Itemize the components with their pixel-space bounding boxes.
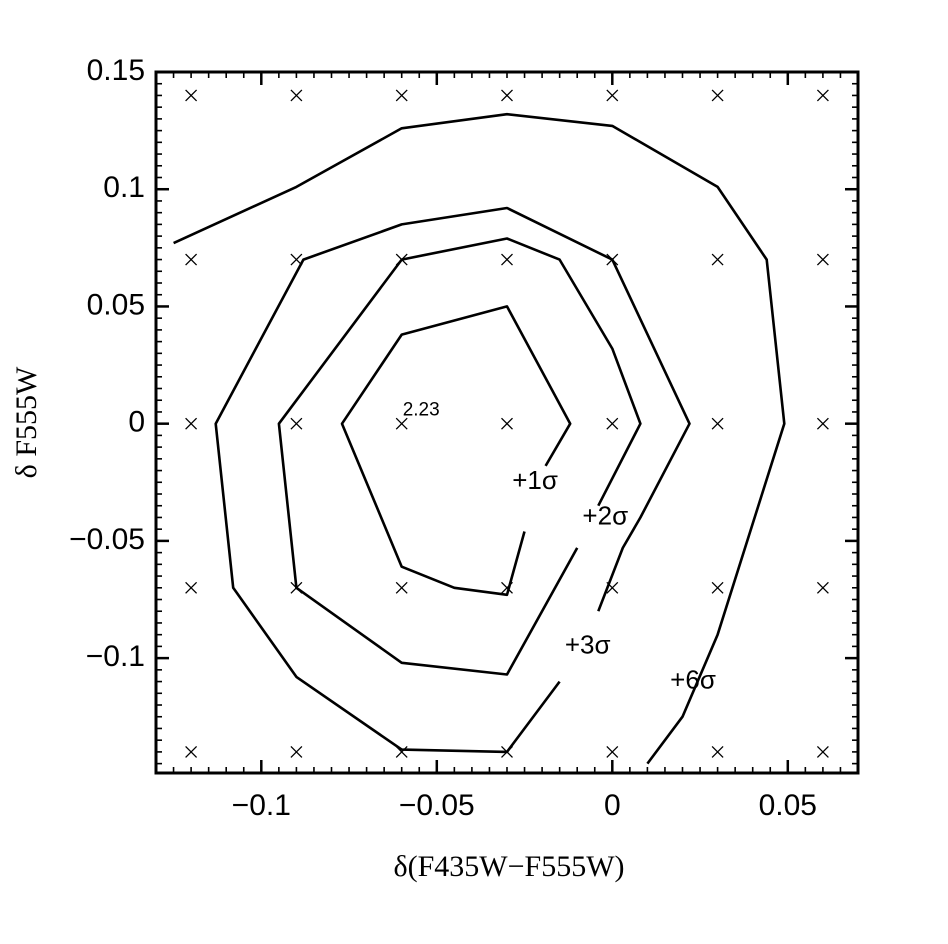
y-tick-labels: −0.1 −0.05 0 0.05 0.1 0.15 — [69, 54, 145, 673]
grid-point-marker — [711, 417, 724, 430]
grid-point-marker — [185, 89, 198, 102]
plot-frame — [154, 70, 860, 775]
y-tick-label: 0.15 — [87, 54, 145, 87]
y-tick-label: 0 — [128, 406, 145, 439]
grid-point-marker — [185, 417, 198, 430]
grid-point-marker — [290, 89, 303, 102]
x-tick-labels: −0.1 −0.05 0 0.05 — [232, 789, 817, 822]
contour-label: +1σ — [512, 465, 558, 495]
x-tick-label: −0.05 — [399, 789, 475, 822]
grid-point-marker — [395, 417, 408, 430]
y-axis-title: δ F555W — [10, 366, 43, 478]
grid-point-marker — [711, 89, 724, 102]
y-tick-label: −0.1 — [86, 640, 145, 673]
grid-point-marker — [185, 581, 198, 594]
grid-point-marker — [711, 253, 724, 266]
contour-line — [277, 237, 642, 676]
grid-point-marker — [501, 417, 513, 430]
grid-point-marker — [711, 581, 724, 594]
contour-line — [173, 112, 786, 765]
grid-point-marker — [816, 89, 829, 102]
x-axis-title: δ(F435W−F555W) — [393, 850, 624, 883]
grid-point-marker — [185, 253, 198, 266]
grid-point-marker — [816, 417, 829, 430]
grid-point-marker — [185, 745, 198, 758]
contour-label: +6σ — [670, 664, 716, 694]
contour-label: +3σ — [565, 629, 611, 659]
y-tick-label: 0.1 — [103, 171, 145, 204]
grid-point-marker — [606, 417, 619, 430]
contour-line — [340, 305, 572, 597]
grid-point-marker — [290, 745, 303, 758]
grid-point-marker — [395, 89, 408, 102]
contour-line — [214, 206, 691, 754]
grid-point-marker — [816, 581, 829, 594]
grid-point-marker — [711, 745, 724, 758]
grid-point-marker — [290, 417, 303, 430]
contour-label: +2σ — [582, 500, 628, 530]
minimum-value-label: 2.23 — [403, 400, 440, 421]
contour-lines — [173, 112, 786, 765]
grid-point-marker — [816, 253, 829, 266]
grid-point-marker — [501, 253, 513, 266]
grid-point-marker — [816, 745, 829, 758]
grid-point-marker — [606, 89, 619, 102]
x-tick-label: 0.05 — [759, 789, 817, 822]
grid-point-marker — [501, 89, 513, 102]
x-tick-label: 0 — [604, 789, 621, 822]
axis-ticks — [156, 70, 859, 773]
grid-point-marker — [395, 581, 408, 594]
y-tick-label: 0.05 — [87, 288, 145, 321]
grid-point-marker — [606, 745, 619, 758]
x-tick-label: −0.1 — [232, 789, 291, 822]
contour-labels: +1σ +2σ +3σ +6σ — [512, 465, 716, 694]
y-tick-label: −0.05 — [69, 523, 145, 556]
